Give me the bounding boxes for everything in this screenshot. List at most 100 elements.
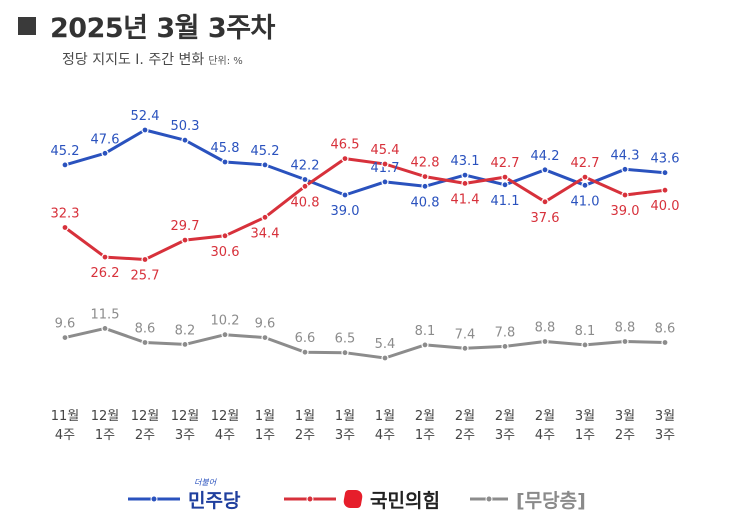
data-point-democratic-7 xyxy=(341,191,349,199)
x-tick-label-1-0: 12월 xyxy=(91,409,120,424)
data-point-ppp-5 xyxy=(261,213,269,221)
data-point-democratic-11 xyxy=(501,181,509,189)
x-tick-label-9-1: 1주 xyxy=(415,428,435,443)
data-label-ppp-1: 26.2 xyxy=(91,266,120,281)
data-label-democratic-10: 43.1 xyxy=(451,154,480,169)
x-tick-label-2-0: 12월 xyxy=(131,409,160,424)
data-point-ppp-9 xyxy=(421,173,429,181)
data-label-independent-12: 8.8 xyxy=(535,321,556,336)
legend-line-ppp-icon xyxy=(284,495,336,503)
data-label-ppp-8: 45.4 xyxy=(371,143,400,158)
data-point-ppp-3 xyxy=(181,236,189,244)
data-label-democratic-2: 52.4 xyxy=(131,109,160,124)
x-tick-label-7-1: 3주 xyxy=(335,428,355,443)
data-label-ppp-10: 41.4 xyxy=(451,192,480,207)
legend-label-ppp: 국민의힘 xyxy=(370,489,440,512)
data-label-ppp-4: 30.6 xyxy=(211,245,240,260)
x-tick-label-4-0: 12월 xyxy=(211,409,240,424)
ppp-logo-icon xyxy=(342,490,364,508)
x-tick-label-0-1: 4주 xyxy=(55,428,75,443)
data-label-independent-9: 8.1 xyxy=(415,324,436,339)
x-tick-label-10-1: 2주 xyxy=(455,428,475,443)
x-tick-label-3-0: 12월 xyxy=(171,409,200,424)
data-point-independent-15 xyxy=(661,338,669,347)
data-point-independent-13 xyxy=(581,341,589,349)
data-point-democratic-0 xyxy=(61,161,69,169)
data-point-independent-7 xyxy=(341,349,349,357)
data-point-independent-12 xyxy=(541,337,549,346)
title-square-icon xyxy=(18,16,36,35)
data-point-ppp-15 xyxy=(661,186,669,194)
data-point-democratic-3 xyxy=(181,136,189,144)
data-point-independent-5 xyxy=(261,334,269,342)
data-label-democratic-6: 42.2 xyxy=(291,159,320,174)
x-tick-label-12-0: 2월 xyxy=(535,409,555,424)
data-label-democratic-7: 39.0 xyxy=(331,204,360,219)
data-point-democratic-10 xyxy=(461,171,469,179)
data-point-ppp-1 xyxy=(101,253,109,261)
data-point-democratic-1 xyxy=(101,149,109,157)
data-label-democratic-5: 45.2 xyxy=(251,144,280,159)
page-title: 2025년 3월 3주차 xyxy=(50,13,275,44)
data-label-ppp-5: 34.4 xyxy=(251,226,280,241)
data-label-independent-6: 6.6 xyxy=(295,331,316,346)
data-label-independent-5: 9.6 xyxy=(255,317,276,332)
data-label-ppp-13: 42.7 xyxy=(571,156,600,171)
series-line-independent xyxy=(63,326,667,360)
data-label-ppp-2: 25.7 xyxy=(131,269,160,284)
data-point-ppp-4 xyxy=(221,232,229,240)
data-label-democratic-9: 40.8 xyxy=(411,195,440,210)
data-point-independent-3 xyxy=(181,340,189,348)
data-label-democratic-13: 41.0 xyxy=(571,194,600,209)
data-point-independent-0 xyxy=(61,334,69,342)
data-label-democratic-8: 41.7 xyxy=(371,161,400,176)
data-point-democratic-14 xyxy=(621,165,629,173)
legend-item-ppp: 국민의힘 xyxy=(284,482,440,516)
title-bar: 2025년 3월 3주차 xyxy=(18,6,275,45)
x-tick-label-13-0: 3월 xyxy=(575,409,595,424)
data-point-democratic-13 xyxy=(581,181,589,189)
x-tick-label-8-1: 4주 xyxy=(375,428,395,443)
legend: 더불어 민주당 국민의힘 [무당층] xyxy=(0,478,745,516)
legend-label-independent: [무당층] xyxy=(516,489,586,512)
data-label-democratic-11: 41.1 xyxy=(491,194,520,209)
x-tick-label-8-0: 1월 xyxy=(375,409,395,424)
legend-line-democratic-icon xyxy=(128,495,180,503)
legend-sub-democratic: 더불어 xyxy=(194,477,217,487)
data-point-democratic-8 xyxy=(381,178,389,186)
data-label-democratic-4: 45.8 xyxy=(211,141,240,156)
legend-label-democratic: 민주당 xyxy=(188,489,241,512)
x-tick-label-14-0: 3월 xyxy=(615,409,635,424)
x-tick-label-6-1: 2주 xyxy=(295,428,315,443)
x-tick-label-15-1: 3주 xyxy=(655,428,675,443)
data-label-ppp-11: 42.7 xyxy=(491,156,520,171)
data-point-democratic-5 xyxy=(261,161,269,169)
data-point-independent-11 xyxy=(501,342,509,350)
data-point-democratic-12 xyxy=(541,166,549,174)
data-label-ppp-15: 40.0 xyxy=(651,199,680,214)
data-point-ppp-8 xyxy=(381,160,389,168)
data-label-democratic-0: 45.2 xyxy=(51,144,80,159)
data-label-ppp-7: 46.5 xyxy=(331,138,360,153)
x-tick-label-0-0: 11월 xyxy=(51,409,80,424)
data-point-democratic-6 xyxy=(301,175,309,184)
data-label-independent-11: 7.8 xyxy=(495,325,516,340)
x-tick-label-14-1: 2주 xyxy=(615,428,635,443)
data-label-independent-13: 8.1 xyxy=(575,324,596,339)
data-label-democratic-15: 43.6 xyxy=(651,152,680,167)
data-label-ppp-9: 42.8 xyxy=(411,156,440,171)
data-label-ppp-6: 40.8 xyxy=(291,195,320,210)
data-label-democratic-1: 47.6 xyxy=(91,132,120,147)
x-tick-label-5-1: 1주 xyxy=(255,428,275,443)
x-tick-label-2-1: 2주 xyxy=(135,428,155,443)
data-point-democratic-2 xyxy=(141,126,149,134)
data-point-independent-1 xyxy=(101,324,109,332)
data-label-independent-4: 10.2 xyxy=(211,314,240,329)
data-point-independent-14 xyxy=(621,337,629,346)
data-point-independent-8 xyxy=(381,354,389,362)
series-line-ppp xyxy=(63,157,667,261)
data-point-ppp-2 xyxy=(141,255,149,264)
data-point-independent-4 xyxy=(221,331,229,339)
x-tick-label-13-1: 1주 xyxy=(575,428,595,443)
legend-item-democratic: 더불어 민주당 xyxy=(128,478,241,516)
